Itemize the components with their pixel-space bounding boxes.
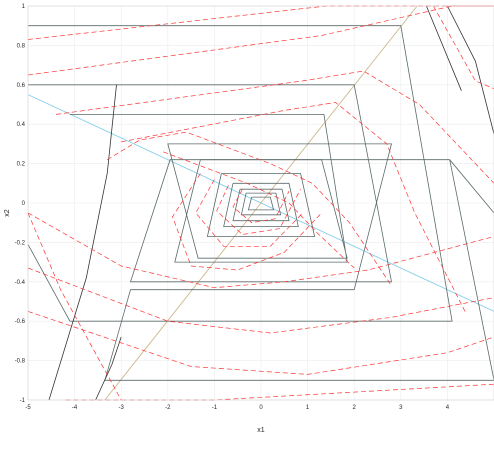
y-tick-label: -0.8 xyxy=(15,359,26,365)
level-curve xyxy=(172,173,322,271)
y-tick-label: 0.6 xyxy=(17,83,26,89)
x-tick-label: -2 xyxy=(165,405,171,411)
edge-trajectory xyxy=(447,5,494,135)
trajectory-segment xyxy=(247,196,275,211)
x-tick-label: 2 xyxy=(353,405,357,411)
x-tick-label: 3 xyxy=(399,405,403,411)
y-tick-label: -0.2 xyxy=(15,240,26,246)
level-curve xyxy=(107,131,392,286)
level-curve xyxy=(27,267,494,334)
x-tick-label: -3 xyxy=(119,405,125,411)
x-tick-label: 1 xyxy=(306,405,310,411)
level-curve xyxy=(55,70,494,184)
y-tick-label: -0.6 xyxy=(15,319,26,325)
x-tick-label: -1 xyxy=(212,405,218,411)
y-tick-label: -1 xyxy=(20,398,26,404)
x-tick-label: 0 xyxy=(259,405,263,411)
tick-labels: -5 -4 -3 -2 -1 0 1 2 3 4 -1 -0.8 -0.6 -0.4 -0.2 0 0.2 0.4… xyxy=(15,4,450,411)
x-tick-label: -5 xyxy=(25,405,31,411)
trajectory-segment xyxy=(69,114,494,381)
y-tick-label: 0.2 xyxy=(17,162,26,168)
trajectory-segment xyxy=(240,192,282,216)
trajectory-segment xyxy=(27,25,453,322)
y-tick-label: 0.4 xyxy=(17,122,26,128)
level-curve xyxy=(232,189,290,224)
spiral-trajectory xyxy=(27,25,494,381)
x-tick-label: -4 xyxy=(72,405,78,411)
plot-frame xyxy=(27,5,494,401)
x-tick-label: 4 xyxy=(446,405,450,411)
level-curve xyxy=(195,179,304,247)
trajectory-segment xyxy=(223,182,299,228)
level-curve xyxy=(27,311,494,375)
level-curve xyxy=(216,185,301,235)
x-axis-label: x1 xyxy=(257,427,265,434)
y-tick-label: -0.4 xyxy=(15,280,26,286)
level-curve xyxy=(27,212,494,289)
level-curve xyxy=(433,5,494,90)
level-curve xyxy=(27,212,122,401)
edge-trajectory xyxy=(48,84,117,401)
level-curve xyxy=(162,151,355,269)
y-tick-label: 1 xyxy=(22,4,26,10)
edge-trajectories xyxy=(48,5,494,401)
edge-trajectory xyxy=(95,336,122,401)
y-tick-label: 0.8 xyxy=(17,43,26,49)
y-axis-label: x2 xyxy=(4,209,11,217)
edge-trajectory xyxy=(426,5,462,91)
trajectory-segment xyxy=(232,188,290,222)
trajectory-segment xyxy=(206,173,316,237)
level-curve xyxy=(121,102,467,314)
y-tick-label: 0 xyxy=(22,201,26,207)
